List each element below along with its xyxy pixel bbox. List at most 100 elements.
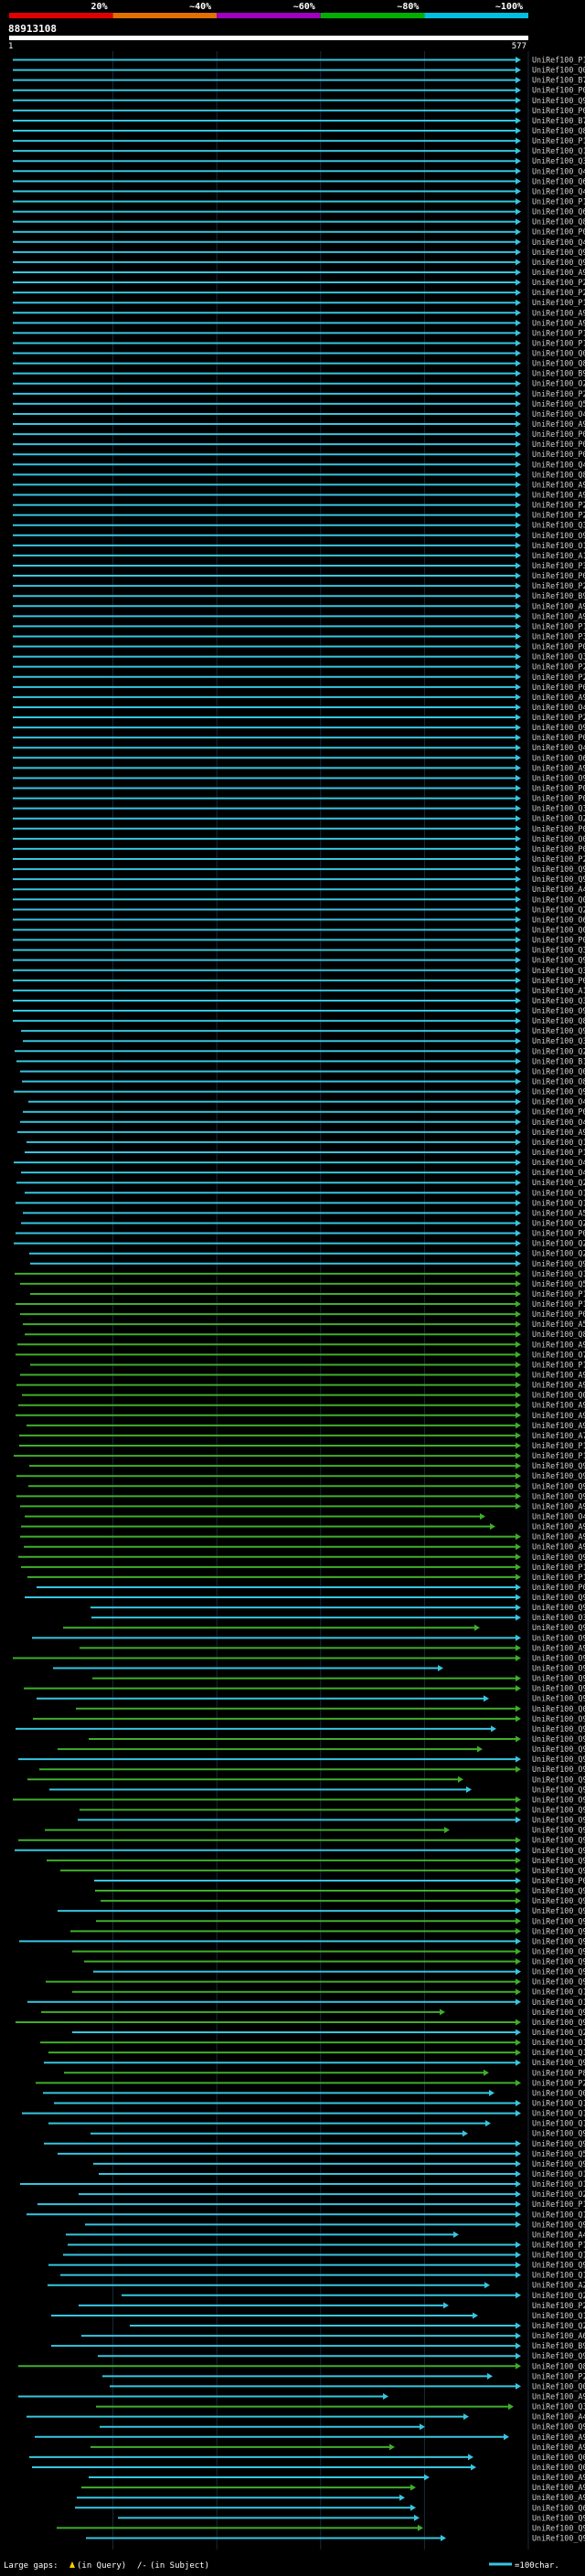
scale-label: ~100% [495, 2, 523, 12]
hit-arrow [516, 380, 521, 387]
hit-arrow [516, 461, 521, 468]
hit-label: UniRef100_Q9FRZ2 [532, 1916, 585, 1925]
hit-arrow [516, 279, 521, 286]
hit-label: UniRef100_O9UL19 [532, 773, 585, 782]
hit-arrow [516, 744, 521, 751]
hit-label: UniRef100_Q10C23 [532, 1138, 585, 1147]
hit-arrow [516, 1867, 521, 1874]
hit-label: UniRef100_P10797 [532, 338, 585, 347]
hit-arrow [516, 2221, 521, 2228]
hit-arrow [516, 2029, 521, 2036]
hit-label: UniRef100_P08135 [532, 642, 585, 652]
hit-arrow [516, 592, 521, 599]
hit-label: UniRef100_P04715 [532, 824, 585, 833]
hit-label: UniRef100_A5JPN4 [532, 1208, 585, 1217]
hit-label: UniRef100_Q9ZSS1 [532, 2159, 585, 2168]
hit-arrow [516, 1472, 521, 1479]
hit-arrow [516, 815, 521, 822]
hit-label: UniRef100_O10C26 [532, 2038, 585, 2047]
hit-arrow [516, 987, 521, 994]
hit-arrow [516, 1887, 521, 1894]
hit-arrow [516, 1806, 521, 1813]
hit-arrow [516, 1078, 521, 1086]
hit-label: UniRef100_Q9A160 [532, 2513, 585, 2522]
hit-arrow [516, 785, 521, 792]
hit-label: UniRef100_Q39743 [532, 996, 585, 1005]
hit-label: UniRef100_A9YT28 [532, 491, 585, 500]
hit-label: UniRef100_O10634 [532, 1188, 585, 1197]
hit-label: UniRef100_P18960 [532, 1148, 585, 1157]
hit-label: UniRef100_B9E2G2 [532, 369, 585, 378]
hit-arrow [516, 1978, 521, 1986]
hit-arrow [516, 1392, 521, 1399]
hit-label: UniRef100_Q9ZR78 [532, 1836, 585, 1845]
hit-label: UniRef100_Q39748 [532, 1036, 585, 1045]
hit-arrow [516, 632, 521, 640]
hit-arrow [453, 2231, 459, 2238]
hit-arrow [424, 2474, 430, 2481]
hit-arrow [516, 1330, 521, 1338]
hit-arrow [516, 1482, 521, 1489]
hit-label: UniRef100_Q8DPJ7 [532, 359, 585, 368]
hit-label: UniRef100_O23060 [532, 379, 585, 388]
hit-arrow [516, 259, 521, 266]
hit-arrow [414, 2514, 420, 2521]
hit-label: UniRef100_Q9SP00 [532, 1856, 585, 1865]
hit-label: UniRef100_P07186 [532, 844, 585, 853]
hit-label: UniRef100_Q24049 [532, 1249, 585, 1258]
hit-label: UniRef100_O2C349 [532, 814, 585, 823]
hit-arrow [516, 440, 521, 448]
hit-label: UniRef100_B9PHQ4 [532, 2341, 585, 2350]
hit-arrow [516, 1027, 521, 1034]
hit-arrow [516, 552, 521, 559]
hit-arrow [487, 2372, 493, 2380]
hit-arrow [516, 1604, 521, 1611]
hit-arrow [484, 2069, 489, 2076]
hit-arrow [516, 360, 521, 367]
hit-arrow [516, 612, 521, 620]
hit-arrow [516, 390, 521, 398]
hit-arrow [516, 177, 521, 185]
hit-label: UniRef100_O40250 [532, 409, 585, 419]
hit-label: UniRef100_P26667 [532, 2078, 585, 2087]
hit-label: UniRef100_Q05194 [532, 66, 585, 75]
hit-label: UniRef100_O9EG42 [532, 723, 585, 732]
hit-label: UniRef100_P08250 [532, 683, 585, 692]
hit-arrow [443, 2302, 449, 2309]
hit-arrow [516, 1644, 521, 1651]
hit-label: UniRef100_P10796 [532, 197, 585, 207]
footer-scale-note: =100char. [515, 2561, 559, 2571]
hit-arrow [516, 1817, 521, 1824]
hit-arrow [516, 1533, 521, 1541]
hit-label: UniRef100_O08183 [532, 834, 585, 843]
hit-label: UniRef100_Q43874 [532, 186, 585, 196]
hit-label: UniRef100_A9NL30 [532, 1501, 585, 1511]
hit-arrow [516, 1310, 521, 1318]
hit-label: UniRef100_Q9ZWG1 [532, 1906, 585, 1915]
hit-label: UniRef100_Q9XG95 [532, 956, 585, 965]
hit-label: UniRef100_Q0P845 [532, 2453, 585, 2462]
hit-label: UniRef100_B9T059 [532, 591, 585, 600]
hit-arrow [516, 714, 521, 721]
hit-arrow [516, 795, 521, 802]
hit-label: UniRef100_Q94UJ3 [532, 2018, 585, 2027]
hit-label: UniRef100_Q9SDX0 [532, 2139, 585, 2148]
hit-label: UniRef100_Q9SAV3 [532, 2008, 585, 2017]
hit-arrow [410, 2484, 416, 2491]
hit-label: UniRef100_Q6TLY2 [532, 176, 585, 186]
hit-arrow [516, 825, 521, 832]
hit-label: UniRef100_A9NZ90 [532, 2391, 585, 2401]
hit-label: UniRef100_Q9ZWG2 [532, 1846, 585, 1855]
gap-query-icon [69, 2561, 75, 2568]
hit-arrow [516, 2160, 521, 2168]
hit-label: UniRef100_P12045 [532, 136, 585, 145]
hit-label: UniRef100_P26593 [532, 2301, 585, 2310]
hit-label: UniRef100_O6RND0 [532, 753, 585, 762]
hit-label: UniRef100_Q8VX71 [532, 1330, 585, 1339]
hit-label: UniRef100_Q9ZWH4 [532, 1886, 585, 1895]
hit-label: UniRef100_Q22572 [532, 1178, 585, 1187]
hit-arrow [516, 2241, 521, 2248]
hit-label: UniRef100_P05181 [532, 936, 585, 945]
hit-label: UniRef100_Q9ZRS9 [532, 1967, 585, 1977]
